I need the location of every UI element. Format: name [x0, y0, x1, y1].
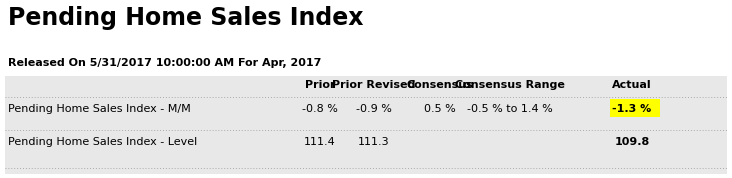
Text: 111.4: 111.4 [304, 137, 336, 147]
Text: -0.9 %: -0.9 % [356, 104, 392, 114]
Text: -1.3 %: -1.3 % [613, 104, 651, 114]
Text: Consensus Range: Consensus Range [455, 80, 565, 90]
Text: Released On 5/31/2017 10:00:00 AM For Apr, 2017: Released On 5/31/2017 10:00:00 AM For Ap… [8, 58, 321, 68]
Text: Pending Home Sales Index - M/M: Pending Home Sales Index - M/M [8, 104, 191, 114]
Text: Prior Revised: Prior Revised [332, 80, 416, 90]
Text: -0.8 %: -0.8 % [302, 104, 338, 114]
Text: 111.3: 111.3 [358, 137, 390, 147]
Bar [5, 76, 727, 174]
Text: Actual: Actual [612, 80, 651, 90]
Text: -0.5 % to 1.4 %: -0.5 % to 1.4 % [467, 104, 553, 114]
Text: Pending Home Sales Index - Level: Pending Home Sales Index - Level [8, 137, 197, 147]
Text: Consensus: Consensus [406, 80, 474, 90]
Text: 109.8: 109.8 [614, 137, 649, 147]
Text: 0.5 %: 0.5 % [424, 104, 456, 114]
Text: Pending Home Sales Index: Pending Home Sales Index [8, 6, 364, 30]
Bar [610, 99, 660, 117]
Text: Prior: Prior [305, 80, 335, 90]
